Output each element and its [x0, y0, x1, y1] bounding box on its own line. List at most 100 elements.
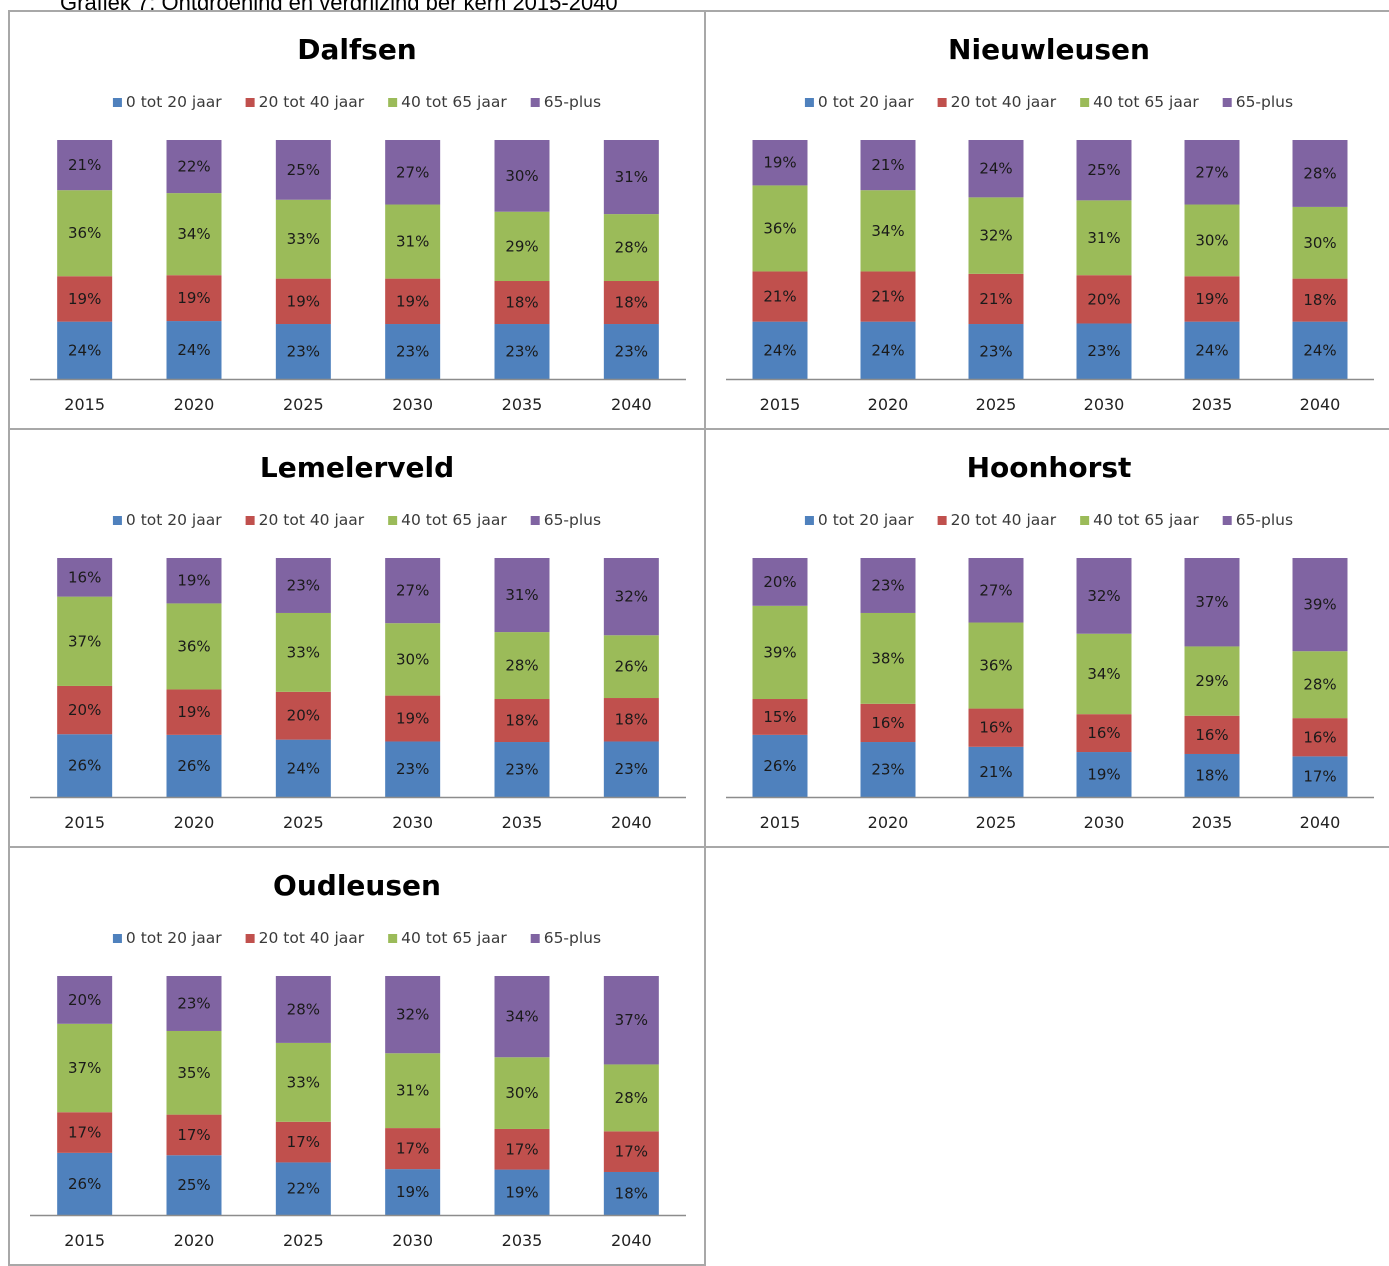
- legend-label: 40 tot 65 jaar: [401, 93, 507, 111]
- bar-segment: [968, 708, 1024, 747]
- bar-segment: [968, 558, 1024, 623]
- legend-swatch: [530, 516, 540, 525]
- x-tick-label: 2015: [760, 813, 801, 832]
- bar-segment: [1184, 558, 1240, 647]
- x-tick-label: 2040: [611, 813, 652, 832]
- data-label: 31%: [396, 1082, 429, 1100]
- legend-label: 65-plus: [544, 511, 601, 529]
- data-label: 28%: [505, 657, 538, 675]
- x-tick-label: 2025: [283, 813, 324, 832]
- legend-label: 20 tot 40 jaar: [259, 929, 365, 947]
- data-label: 24%: [979, 160, 1012, 178]
- data-label: 23%: [979, 343, 1012, 361]
- bar-segment: [860, 271, 916, 322]
- data-label: 30%: [396, 650, 429, 668]
- bar-segment: [603, 558, 659, 636]
- x-tick-label: 2020: [174, 1231, 215, 1250]
- bar-segment: [275, 976, 331, 1043]
- data-label: 20%: [68, 991, 101, 1009]
- legend-label: 0 tot 20 jaar: [126, 93, 222, 111]
- x-tick-label: 2035: [1192, 813, 1233, 832]
- data-label: 28%: [615, 239, 648, 257]
- data-label: 34%: [1087, 665, 1120, 683]
- data-label: 26%: [68, 757, 101, 775]
- chart-panel-lemelerveld: Lemelerveld 0 tot 20 jaar 20 tot 40 jaar 40…: [8, 428, 706, 848]
- bar-segment: [1292, 651, 1348, 719]
- data-label: 23%: [871, 761, 904, 779]
- data-label: 18%: [505, 294, 538, 312]
- x-tick-label: 2035: [502, 395, 543, 414]
- data-label: 36%: [763, 219, 796, 237]
- bar-segment: [1292, 756, 1348, 797]
- x-tick-label: 2040: [611, 1231, 652, 1250]
- data-label: 25%: [1087, 161, 1120, 179]
- x-tick-label: 2035: [502, 1231, 543, 1250]
- legend-item: 0 tot 20 jaar: [112, 93, 222, 111]
- bar-segment: [603, 214, 659, 282]
- bar-segment: [166, 1030, 222, 1115]
- bar-segment: [1076, 714, 1132, 753]
- data-label: 18%: [505, 712, 538, 730]
- bar-segment: [166, 603, 222, 690]
- legend-item: 65-plus: [530, 511, 601, 529]
- data-label: 33%: [287, 230, 320, 248]
- data-label: 24%: [177, 341, 210, 359]
- bar-segment: [603, 698, 659, 742]
- legend-swatch: [245, 98, 255, 107]
- data-label: 21%: [979, 290, 1012, 308]
- bar-segment: [166, 193, 222, 276]
- data-label: 23%: [615, 343, 648, 361]
- data-label: 30%: [1195, 231, 1228, 249]
- bar-segment: [275, 140, 331, 200]
- bar-segment: [1076, 752, 1132, 797]
- legend-item: 0 tot 20 jaar: [112, 929, 222, 947]
- bar-segment: [1184, 753, 1240, 797]
- data-label: 16%: [1087, 724, 1120, 742]
- bar-segment: [494, 281, 550, 325]
- data-label: 16%: [1303, 728, 1336, 746]
- data-label: 21%: [763, 288, 796, 306]
- bar-segment: [1076, 323, 1132, 379]
- data-label: 16%: [68, 568, 101, 586]
- x-tick-label: 2020: [868, 395, 909, 414]
- bar-segment: [1076, 140, 1132, 201]
- data-label: 39%: [763, 643, 796, 661]
- bar-segment: [1184, 204, 1240, 277]
- bar-segment: [603, 1171, 659, 1215]
- data-label: 17%: [615, 1143, 648, 1161]
- data-label: 22%: [177, 158, 210, 176]
- bar-segment: [603, 324, 659, 379]
- bar-segment: [57, 685, 113, 735]
- legend-label: 20 tot 40 jaar: [951, 93, 1057, 111]
- data-label: 19%: [505, 1183, 538, 1201]
- data-label: 23%: [505, 761, 538, 779]
- bar-segment: [57, 1023, 113, 1113]
- bar-segment: [57, 140, 113, 191]
- bar-segment: [166, 558, 222, 604]
- legend-swatch: [388, 516, 398, 525]
- stacked-bar-chart: Dalfsen 0 tot 20 jaar 20 tot 40 jaar 40 tot…: [30, 33, 686, 414]
- bar-segment: [385, 1053, 441, 1129]
- bar-segment: [57, 321, 113, 379]
- data-label: 31%: [505, 586, 538, 604]
- chart-title: Nieuwleusen: [948, 33, 1150, 66]
- bar-segment: [494, 976, 550, 1058]
- chart-legend: 0 tot 20 jaar 20 tot 40 jaar 40 tot 65 jaa…: [112, 511, 601, 529]
- data-label: 23%: [396, 343, 429, 361]
- bar-segment: [494, 140, 550, 212]
- legend-label: 0 tot 20 jaar: [126, 511, 222, 529]
- data-label: 19%: [396, 292, 429, 310]
- data-label: 28%: [615, 1089, 648, 1107]
- bar-segment: [57, 596, 113, 686]
- legend-item: 0 tot 20 jaar: [112, 511, 222, 529]
- legend-item: 40 tot 65 jaar: [388, 929, 507, 947]
- bar-segment: [275, 739, 331, 797]
- legend-swatch: [1080, 98, 1090, 107]
- data-label: 19%: [1087, 766, 1120, 784]
- bar-segment: [968, 746, 1024, 797]
- bar-segment: [968, 324, 1024, 379]
- data-label: 27%: [1195, 163, 1228, 181]
- bar-segment: [1184, 276, 1240, 322]
- bar-segment: [166, 275, 222, 322]
- legend-label: 40 tot 65 jaar: [401, 511, 507, 529]
